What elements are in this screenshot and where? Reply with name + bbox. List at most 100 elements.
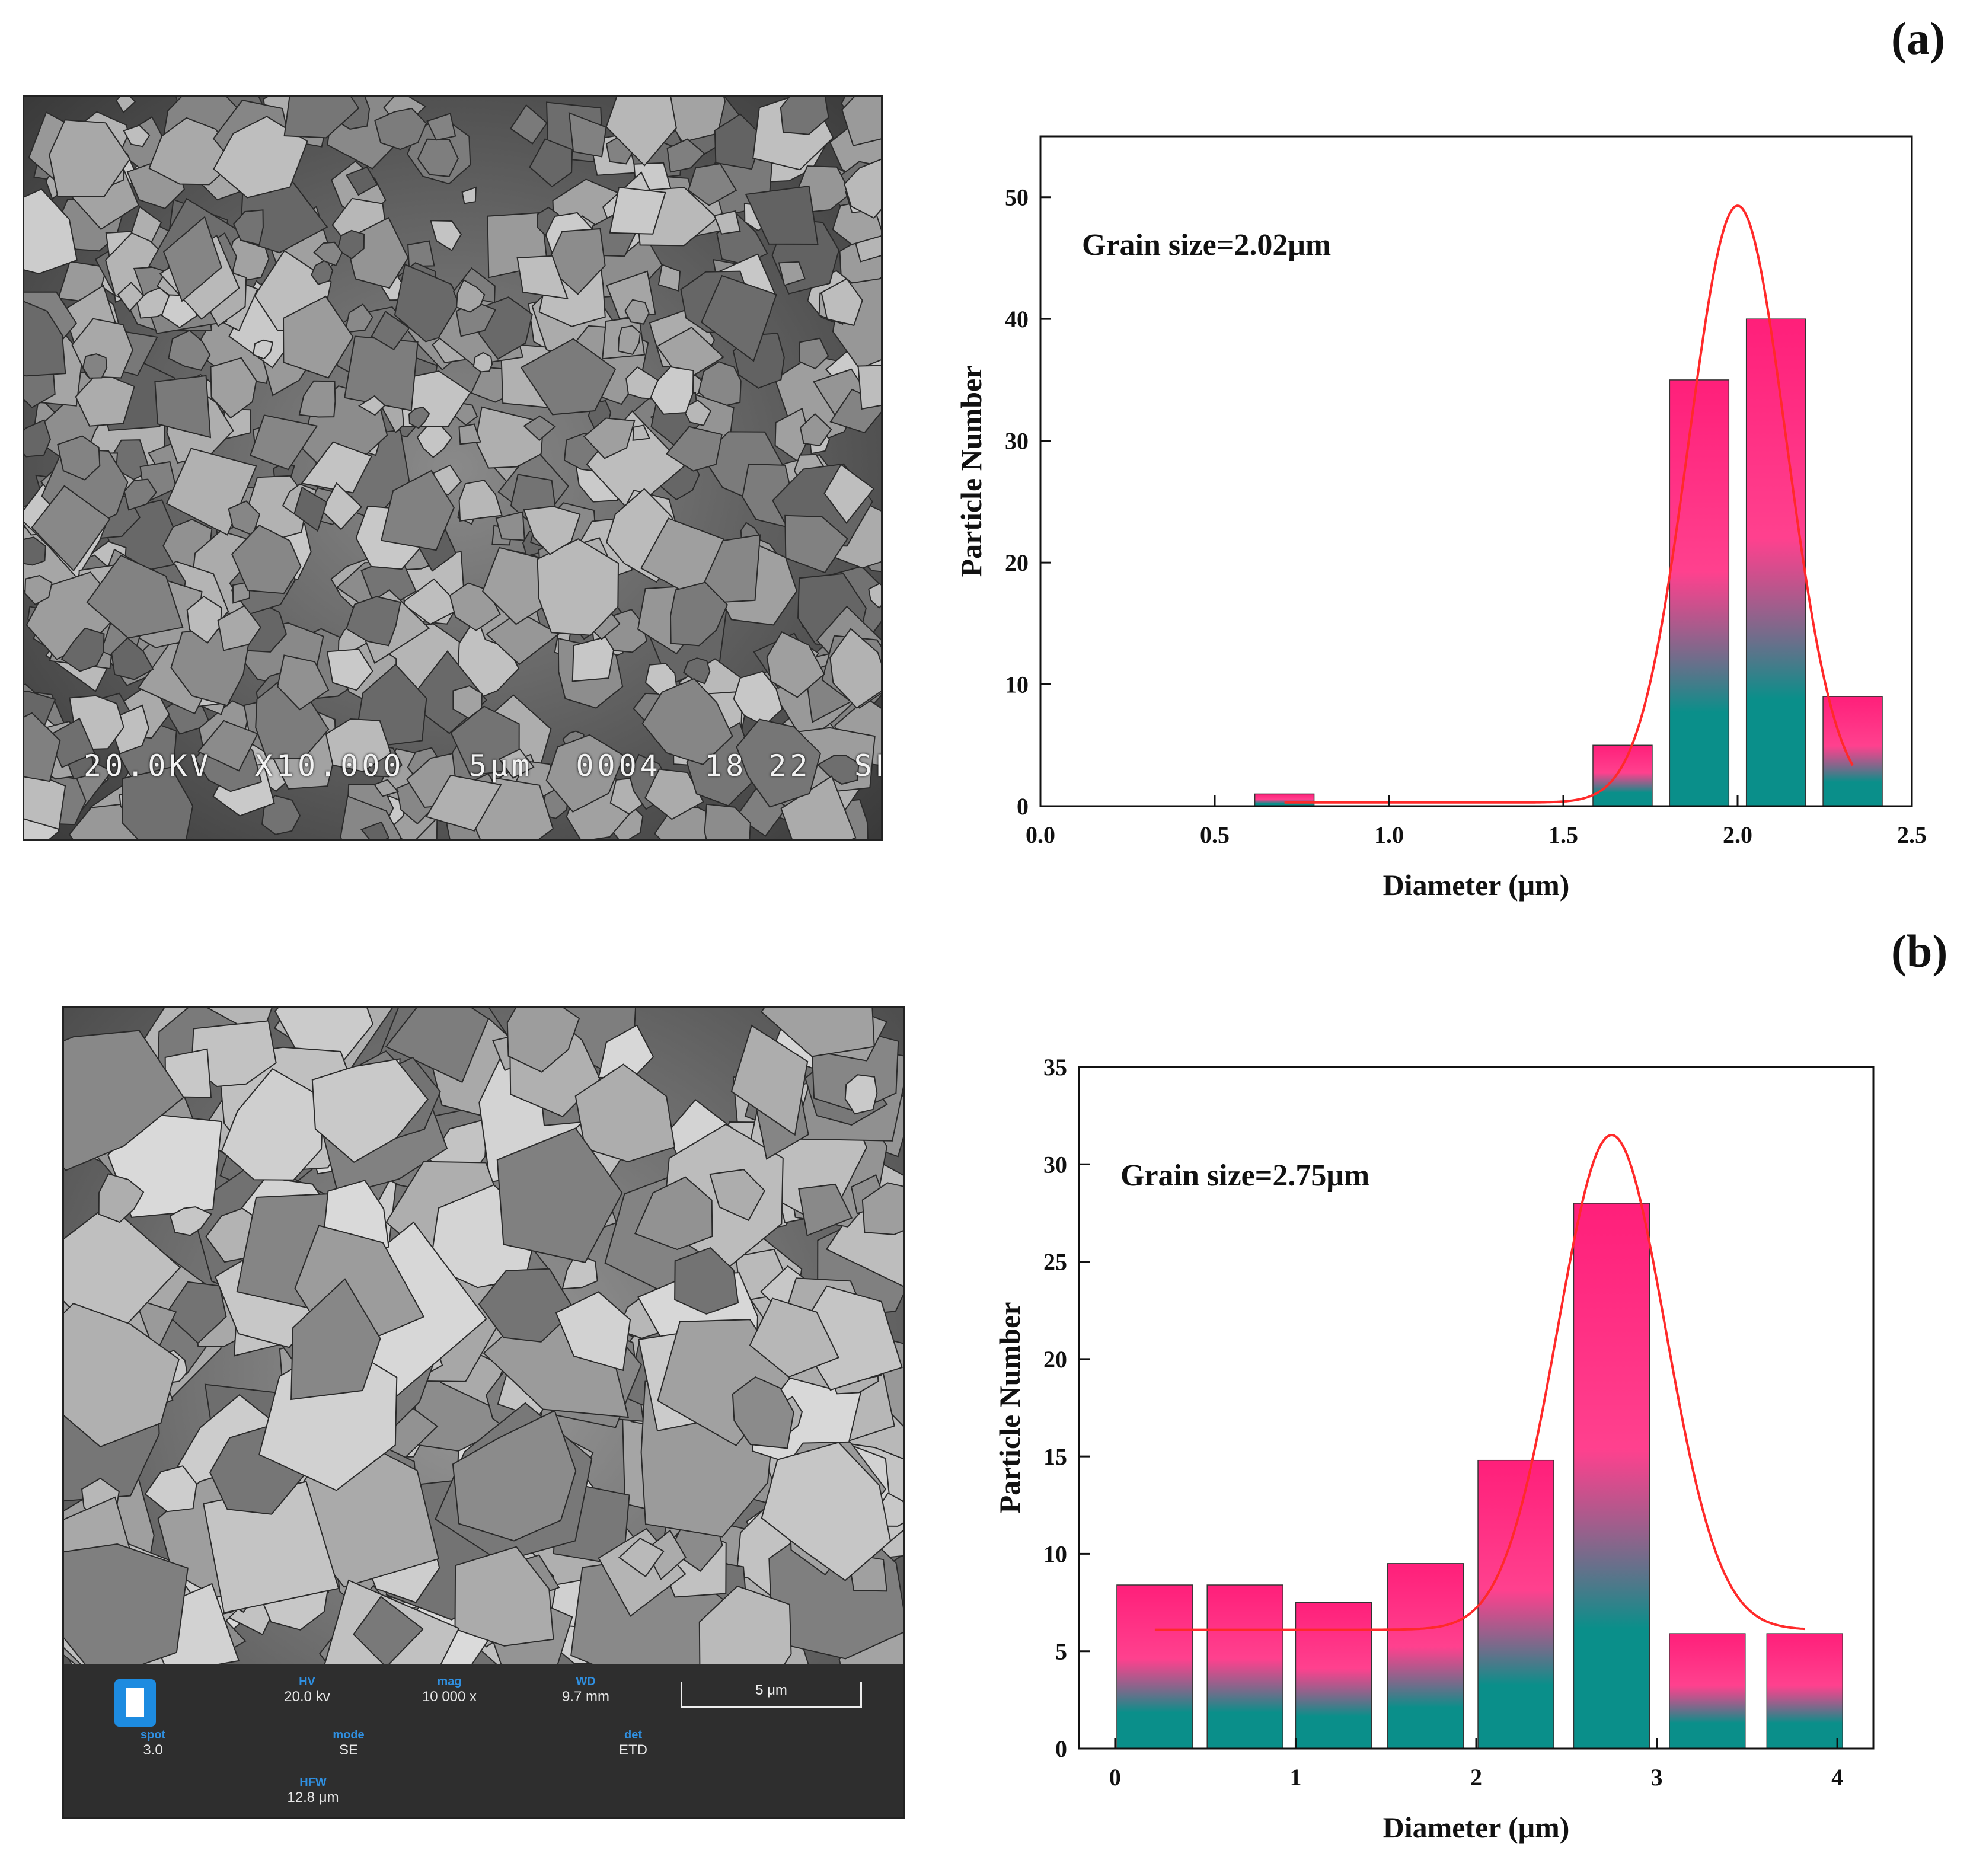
sem-grain — [123, 124, 151, 148]
sem-grain — [371, 311, 410, 350]
sem-grain — [163, 216, 222, 302]
sem-grain — [700, 274, 777, 362]
chart-a-ytick-label-3: 30 — [1005, 428, 1029, 455]
sem-grain — [829, 628, 881, 709]
chart-b-bar-6 — [1669, 1633, 1746, 1749]
chart-b-bar-2 — [1295, 1602, 1372, 1749]
sem-grain — [357, 395, 386, 416]
sem-grain — [641, 677, 733, 765]
chart-b-bar-5 — [1573, 1203, 1650, 1749]
sem-grain — [430, 220, 462, 251]
chart-a-xtick-label-1: 0.5 — [1200, 822, 1230, 848]
sem-grain — [778, 261, 806, 286]
sem-grain — [732, 1376, 794, 1449]
sem-info-mode: mode SE — [333, 1728, 365, 1758]
sem-grain — [523, 506, 581, 555]
sem-grain — [321, 482, 363, 530]
sem-grain — [617, 325, 641, 356]
chart-b-xtick-label-0: 0 — [1109, 1764, 1121, 1791]
sem-grain — [709, 1169, 766, 1222]
sem-grain — [360, 821, 390, 839]
sem-info-bar: HV 20.0 kv mag 10 000 x WD 9.7 mm 5 μm spot… — [64, 1664, 903, 1817]
sem-grain — [283, 97, 360, 139]
sem-grain — [24, 536, 46, 566]
sem-grain — [666, 138, 705, 173]
sem-grain — [24, 574, 53, 605]
sem-grain — [868, 583, 881, 609]
sem-grain — [669, 581, 728, 647]
chart-b-ylabel: Particle Number — [993, 1302, 1026, 1514]
chart-a-ytick-label-0: 0 — [1017, 793, 1029, 820]
sem-grain — [458, 480, 503, 522]
sem-grain — [798, 1183, 853, 1236]
chart-b-ytick-label-0: 0 — [1055, 1736, 1067, 1762]
chart-b-ytick-label-6: 30 — [1043, 1151, 1067, 1178]
sem-grain — [24, 419, 51, 458]
sem-grain — [823, 464, 875, 525]
sem-grain — [57, 435, 101, 481]
sem-grain — [144, 1465, 197, 1513]
sem-grain — [478, 1268, 576, 1343]
sem-grain — [704, 803, 751, 839]
sem-grain — [64, 1030, 185, 1171]
sem-grain — [98, 1173, 145, 1223]
sem-grain — [233, 209, 264, 246]
chart-a-ytick-label-1: 10 — [1005, 672, 1029, 698]
chart-b-ytick-label-1: 5 — [1055, 1638, 1067, 1665]
sem-texture-a — [24, 97, 881, 839]
sem-grain — [168, 330, 211, 371]
sem-grain — [255, 676, 330, 760]
chart-b-bar-7 — [1766, 1633, 1843, 1749]
sem-grain — [213, 116, 308, 199]
sem-grain — [344, 335, 419, 411]
sem-grain — [817, 755, 860, 785]
sem-grain — [313, 241, 343, 267]
sem-grain — [417, 138, 459, 177]
chart-a-ytick-label-4: 40 — [1005, 306, 1029, 333]
sem-grain — [250, 414, 318, 471]
sem-grain — [730, 1024, 809, 1136]
sem-grain — [122, 766, 194, 839]
chart-b-ytick-label-4: 20 — [1043, 1346, 1067, 1373]
sem-grain — [82, 353, 108, 379]
sem-grain — [325, 718, 392, 772]
sem-grain — [373, 779, 400, 797]
chart-a-xtick-label-5: 2.5 — [1897, 822, 1927, 848]
chart-b-ytick-label-7: 35 — [1043, 1054, 1067, 1081]
sem-grain — [644, 768, 704, 820]
sem-grain — [520, 338, 617, 416]
sem-grain — [123, 478, 157, 511]
sem-grain — [568, 111, 607, 158]
sem-grain — [191, 1020, 277, 1088]
sem-grain — [749, 1297, 839, 1378]
chart-b-fit-curve — [1154, 1133, 1805, 1631]
chart-b-bar-1 — [1206, 1584, 1283, 1749]
chart-b-bar-4 — [1477, 1459, 1554, 1749]
sem-grain — [529, 138, 573, 188]
sem-grain — [857, 365, 881, 410]
sem-grain — [210, 357, 257, 419]
sem-grain — [640, 517, 724, 600]
sem-grain — [231, 524, 302, 595]
sem-grain — [346, 596, 401, 647]
sem-scale-bar: 5 μm — [681, 1682, 862, 1708]
sem-grain — [780, 775, 857, 839]
sem-grain — [523, 415, 556, 442]
sem-grain — [861, 1182, 903, 1235]
sem-grain — [169, 1206, 213, 1236]
sem-grain — [761, 1442, 892, 1581]
sem-grain — [293, 486, 328, 532]
chart-b-bar-0 — [1116, 1584, 1193, 1749]
chart-a-xtick-label-2: 1.0 — [1374, 822, 1404, 848]
chart-a-plot-frame — [1039, 135, 1913, 807]
chart-a-xtick-label-4: 2.0 — [1723, 822, 1752, 848]
sem-grain — [674, 1247, 739, 1315]
sem-grain — [798, 337, 829, 370]
chart-a-ytick-label-5: 50 — [1005, 184, 1029, 211]
sem-grain — [495, 511, 525, 541]
sem-grain — [506, 1008, 580, 1073]
chart-a-xtick-label-3: 1.5 — [1548, 822, 1578, 848]
sem-grain — [426, 113, 456, 141]
sem-grain — [472, 351, 493, 373]
sem-grain — [326, 648, 373, 691]
